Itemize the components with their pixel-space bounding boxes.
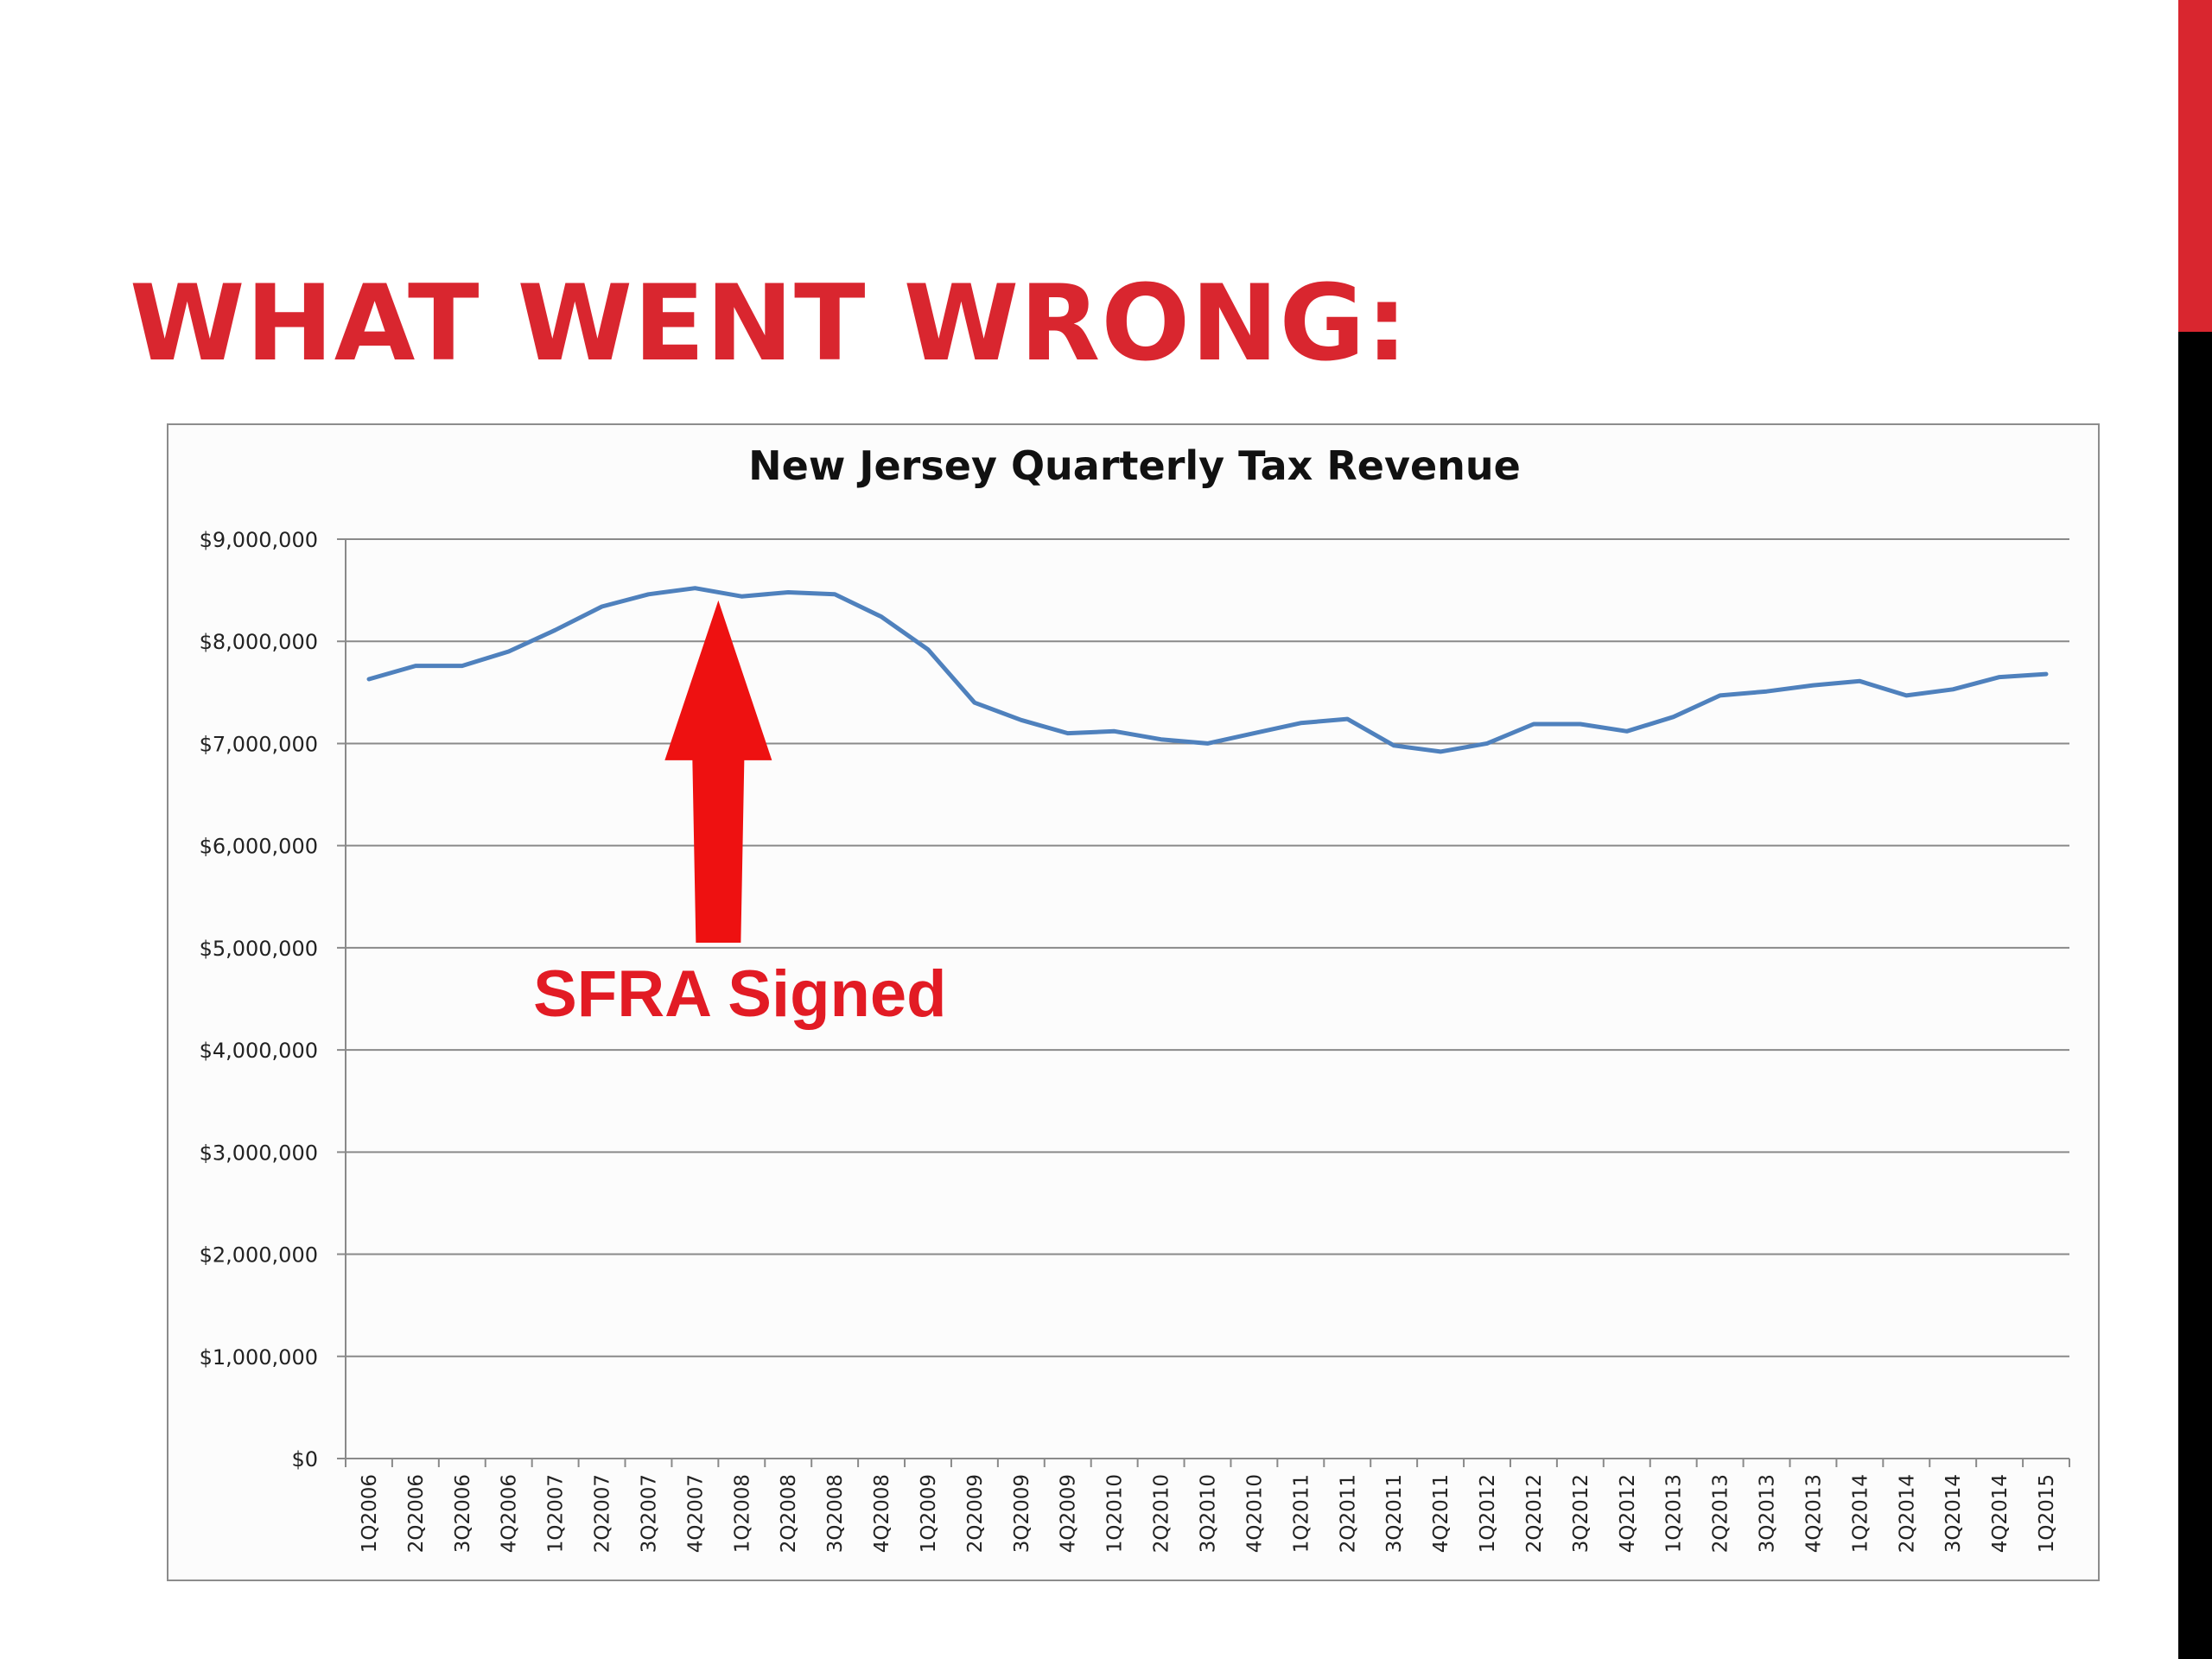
- annotation-arrow: [664, 600, 772, 943]
- x-axis: 1Q2006 2Q2006 3Q2006 4Q2006 1Q2007 2Q2007 3Q20…: [345, 539, 2070, 1553]
- x-tick-label: 3Q2011: [1383, 1474, 1406, 1553]
- x-tick-label: 1Q2014: [1849, 1474, 1872, 1553]
- data-point: [1950, 687, 1955, 692]
- data-point: [1205, 741, 1211, 746]
- side-accent-bar-black: [2178, 332, 2212, 1659]
- tax-revenue-line-chart: New Jersey Quarterly Tax Revenue $0 $1,00…: [200, 442, 2070, 1553]
- x-tick-label: 2Q2014: [1896, 1474, 1918, 1553]
- data-point: [1159, 737, 1164, 742]
- data-point: [832, 592, 837, 597]
- x-tick-label: 3Q2007: [638, 1474, 660, 1553]
- x-tick-label: 4Q2009: [1058, 1474, 1080, 1553]
- data-point: [1251, 731, 1256, 736]
- y-tick-label: $7,000,000: [200, 732, 318, 756]
- data-point: [506, 649, 512, 654]
- y-tick-label: $6,000,000: [200, 835, 318, 859]
- x-tick-label: 1Q2006: [359, 1474, 381, 1553]
- y-tick-label: $0: [291, 1447, 318, 1471]
- x-tick-label: 1Q2007: [545, 1474, 568, 1553]
- x-tick-label: 4Q2012: [1617, 1474, 1639, 1553]
- data-point: [413, 664, 418, 669]
- y-tick-label: $3,000,000: [200, 1141, 318, 1165]
- x-tick-label: 3Q2013: [1757, 1474, 1779, 1553]
- data-point: [1810, 683, 1815, 688]
- data-point: [879, 614, 884, 620]
- y-tick-label: $5,000,000: [200, 937, 318, 961]
- x-tick-label: 1Q2015: [2036, 1474, 2058, 1553]
- data-point: [1997, 675, 2002, 680]
- data-point: [1065, 731, 1071, 736]
- y-tick-label: $9,000,000: [200, 528, 318, 552]
- y-tick-label: $4,000,000: [200, 1039, 318, 1063]
- x-tick-label: 4Q2006: [499, 1474, 521, 1553]
- data-point: [1531, 721, 1536, 727]
- x-tick-label: 2Q2012: [1523, 1474, 1546, 1553]
- x-tick-label: 3Q2008: [824, 1474, 847, 1553]
- side-accent-bar-red: [2178, 0, 2212, 332]
- data-point: [460, 664, 465, 669]
- x-tick-label: 4Q2011: [1430, 1474, 1452, 1553]
- x-tick-label: 2Q2007: [592, 1474, 614, 1553]
- x-tick-label: 2Q2009: [964, 1474, 987, 1553]
- data-point: [925, 647, 931, 652]
- data-point: [1578, 721, 1583, 727]
- data-point: [739, 594, 744, 599]
- data-point: [645, 592, 651, 597]
- chart-frame: New Jersey Quarterly Tax Revenue $0 $1,00…: [167, 423, 2100, 1581]
- x-tick-label: 4Q2010: [1243, 1474, 1266, 1553]
- data-point: [1391, 743, 1396, 748]
- data-point: [1671, 715, 1676, 720]
- data-point: [1718, 693, 1723, 698]
- x-tick-label: 2Q2013: [1710, 1474, 1732, 1553]
- x-tick-label: 1Q2011: [1290, 1474, 1313, 1553]
- x-tick-label: 1Q2012: [1477, 1474, 1499, 1553]
- annotation-label: SFRA Signed: [533, 957, 947, 1031]
- y-tick-label: $1,000,000: [200, 1345, 318, 1370]
- x-tick-label: 1Q2010: [1104, 1474, 1127, 1553]
- x-tick-label: 4Q2013: [1802, 1474, 1825, 1553]
- data-point: [1764, 689, 1770, 694]
- data-point: [1857, 678, 1862, 683]
- y-tick-label: $2,000,000: [200, 1243, 318, 1268]
- data-point: [366, 677, 372, 682]
- x-tick-label: 2Q2011: [1337, 1474, 1359, 1553]
- annotation-group: SFRA Signed: [533, 600, 947, 1031]
- data-point: [1298, 721, 1303, 726]
- x-tick-label: 4Q2007: [684, 1474, 707, 1553]
- series-group: [366, 586, 2049, 754]
- data-point: [553, 627, 558, 632]
- data-point: [1019, 717, 1024, 722]
- data-point: [972, 700, 977, 705]
- x-tick-label: 2Q2010: [1151, 1474, 1173, 1553]
- x-tick-label: 4Q2014: [1989, 1474, 2012, 1553]
- data-point: [1904, 693, 1909, 698]
- x-tick-label: 1Q2013: [1663, 1474, 1686, 1553]
- x-tick-label: 3Q2012: [1570, 1474, 1592, 1553]
- data-point: [785, 589, 791, 594]
- x-tick-label: 2Q2006: [405, 1474, 428, 1553]
- data-point: [1484, 741, 1490, 746]
- x-tick-label: 2Q2008: [778, 1474, 800, 1553]
- x-tick-label: 3Q2010: [1198, 1474, 1220, 1553]
- y-axis-tick-labels: $0 $1,000,000 $2,000,000 $3,000,000 $4,000,0…: [200, 528, 318, 1471]
- x-tick-label: 3Q2006: [452, 1474, 474, 1553]
- data-point: [1344, 716, 1350, 721]
- x-tick-label: 1Q2009: [918, 1474, 940, 1553]
- chart-title: New Jersey Quarterly Tax Revenue: [748, 442, 1521, 489]
- data-point: [600, 604, 605, 609]
- x-tick-label: 4Q2008: [871, 1474, 893, 1553]
- series-line: [366, 586, 2049, 754]
- data-point: [1438, 749, 1443, 754]
- x-tick-label: 3Q2009: [1011, 1474, 1033, 1553]
- gridlines: [337, 538, 2069, 1459]
- x-tick-label: 3Q2014: [1942, 1474, 1965, 1553]
- x-tick-label: 1Q2008: [731, 1474, 753, 1553]
- y-tick-label: $8,000,000: [200, 630, 318, 654]
- data-point: [1112, 728, 1117, 734]
- data-point: [2044, 671, 2049, 677]
- data-point: [1624, 728, 1630, 734]
- slide-title: WHAT WENT WRONG:: [130, 263, 1409, 385]
- data-point: [692, 586, 697, 591]
